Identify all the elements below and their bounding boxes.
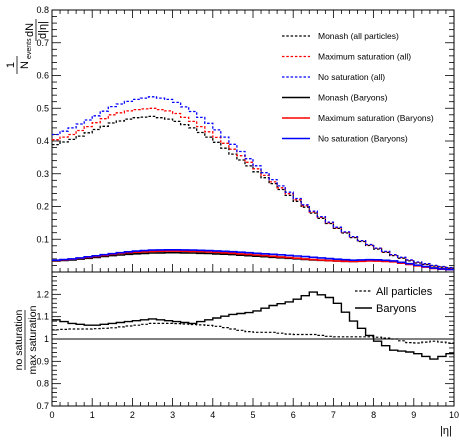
bottom-legend: All particles Baryons — [355, 286, 433, 315]
ratio-label-denominator: max saturation — [27, 305, 39, 374]
legend-label: No saturation (Baryons) — [318, 134, 408, 144]
x-tick-label: 7 — [331, 410, 336, 420]
y-tick-label: 0.5 — [36, 103, 49, 113]
y-tick-label: 0.8 — [36, 5, 49, 15]
x-tick-label: 4 — [210, 410, 215, 420]
top-series — [52, 96, 454, 271]
ratio-legend-label: All particles — [376, 286, 433, 298]
top-y-axis-label-fraction: dN d|η| — [24, 19, 49, 41]
y-label-numerator-one: 1 — [5, 62, 17, 68]
bottom-y-ticks: 0.7 0.8 0.9 1 1.1 1.2 — [36, 271, 454, 411]
y-tick-label: 0.6 — [36, 71, 49, 81]
bottom-y-axis-label: no saturation max saturation — [13, 305, 39, 374]
top-y-ticks: 0.1 0.2 0.3 0.4 0.5 0.6 0.7 0.8 — [36, 5, 454, 273]
x-tick-label: 5 — [250, 410, 255, 420]
x-axis-label: |η| — [440, 425, 452, 437]
y-tick-label: 0.7 — [36, 38, 49, 48]
y-label-denominator-sub: events — [26, 38, 33, 59]
y-label-deta: d|η| — [37, 21, 49, 39]
legend-label: Monash (all particles) — [318, 31, 399, 41]
bottom-x-ticks: 0 1 2 3 4 5 6 7 8 9 10 — [49, 398, 459, 420]
x-tick-label: 3 — [170, 410, 175, 420]
ratio-y-tick-label: 0.9 — [36, 356, 49, 366]
ratio-legend-label: Baryons — [376, 303, 417, 315]
x-tick-label: 9 — [411, 410, 416, 420]
y-tick-label: 0.3 — [36, 169, 49, 179]
y-label-dn: dN — [24, 23, 36, 37]
ratio-y-tick-label: 1 — [44, 334, 49, 344]
y-label-denominator-n: N — [19, 61, 31, 69]
top-x-ticks — [51, 10, 455, 272]
top-panel: 0.1 0.2 0.3 0.4 0.5 0.6 0.7 0.8 Monash (all par… — [5, 5, 455, 273]
x-tick-label: 8 — [371, 410, 376, 420]
ratio-series-line-1 — [52, 291, 454, 360]
y-tick-label: 0.1 — [36, 234, 49, 244]
legend-label: Monash (Baryons) — [318, 93, 388, 103]
top-legend: Monash (all particles) Maximum saturation… — [282, 31, 434, 144]
legend-label: Maximum saturation (all) — [318, 52, 411, 62]
x-tick-label: 10 — [449, 410, 459, 420]
ratio-y-tick-label: 0.7 — [36, 401, 49, 411]
x-tick-label: 2 — [130, 410, 135, 420]
x-tick-label: 0 — [49, 410, 54, 420]
x-tick-label: 6 — [291, 410, 296, 420]
ratio-y-tick-label: 0.8 — [36, 379, 49, 389]
ratio-y-tick-label: 1.2 — [36, 289, 49, 299]
bottom-panel: 0.7 0.8 0.9 1 1.1 1.2 0 1 2 3 4 5 6 7 8 9 10 All partic… — [13, 271, 459, 437]
bottom-series — [52, 291, 454, 360]
series-line-2 — [52, 96, 454, 269]
legend-label: Maximum saturation (Baryons) — [318, 113, 434, 123]
legend-label: No saturation (all) — [318, 72, 385, 82]
y-tick-label: 0.4 — [36, 136, 49, 146]
ratio-label-numerator: no saturation — [13, 309, 25, 370]
x-tick-label: 1 — [90, 410, 95, 420]
y-tick-label: 0.2 — [36, 202, 49, 212]
ratio-y-tick-label: 1.1 — [36, 312, 49, 322]
ratio-series-line-0 — [52, 322, 454, 344]
top-y-axis-label: 1 N events — [5, 38, 33, 74]
series-line-5 — [52, 249, 454, 271]
